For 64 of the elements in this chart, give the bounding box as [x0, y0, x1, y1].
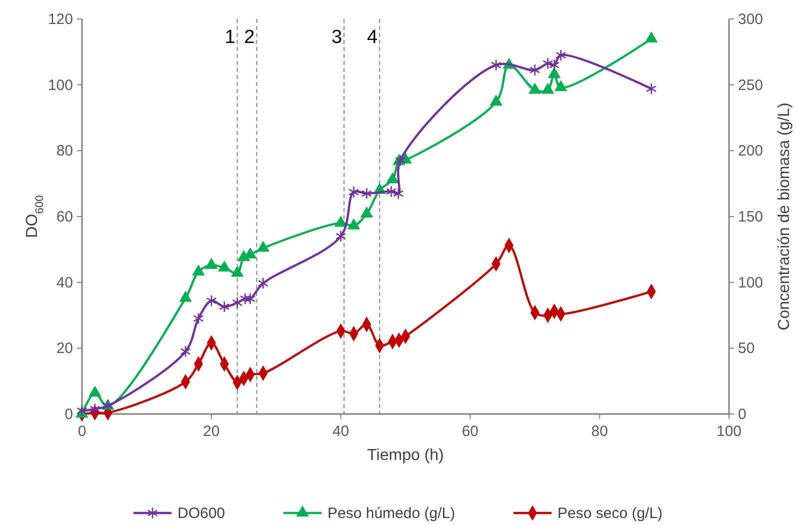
y-tick-label: 120 [48, 11, 73, 28]
x-tick-label: 80 [591, 423, 608, 440]
point [530, 64, 540, 76]
point [386, 172, 399, 184]
x-tick-label: 0 [78, 423, 86, 440]
point [334, 216, 348, 227]
y2-tick-label: 100 [738, 274, 764, 292]
point [541, 82, 554, 94]
point [244, 292, 256, 305]
point [218, 260, 231, 272]
point [240, 292, 250, 305]
y2-tick-label: 0 [738, 406, 746, 423]
point [645, 31, 658, 42]
point [219, 300, 230, 313]
x-tick-label: 20 [203, 423, 220, 440]
annotation: 4 [367, 27, 378, 48]
point [528, 82, 542, 94]
point [360, 206, 374, 218]
annotation: 3 [331, 27, 342, 48]
x-axis-title: Tiempo (h) [367, 447, 444, 464]
x-tick-label: 60 [462, 423, 479, 440]
y-tick-label: 80 [56, 142, 73, 160]
point [232, 296, 243, 309]
y2-tick-label: 50 [738, 340, 755, 358]
point [490, 59, 502, 72]
point [205, 258, 218, 269]
y-tick-label: 0 [64, 406, 73, 423]
y2-tick-label: 150 [738, 208, 764, 226]
x-tick-label: 100 [716, 423, 742, 440]
point [180, 345, 191, 358]
point [193, 312, 204, 325]
point [256, 240, 270, 252]
y-tick-label: 20 [56, 340, 73, 358]
y-tick-label: 100 [48, 76, 73, 94]
point [258, 277, 268, 290]
y2-tick-label: 200 [738, 142, 764, 160]
annotation: 1 [224, 27, 236, 48]
legend-label: DO600 [178, 505, 226, 522]
point [548, 66, 561, 78]
point [361, 187, 372, 200]
point [490, 94, 502, 106]
point [542, 57, 554, 70]
point [206, 294, 217, 307]
point [393, 187, 404, 200]
point [347, 218, 360, 230]
point [395, 154, 406, 167]
y-tick-label: 60 [56, 208, 73, 226]
y2-tick-label: 300 [738, 11, 764, 28]
point [336, 230, 346, 242]
point [386, 185, 397, 198]
point [554, 80, 568, 92]
y2-axis-title: Concentración de biomasa (g/L) [776, 102, 793, 330]
point [192, 264, 205, 276]
annotation: 2 [244, 27, 255, 48]
legend-label: Peso seco (g/L) [558, 505, 663, 522]
point [646, 82, 657, 95]
point [348, 186, 360, 198]
point [179, 290, 192, 302]
y2-tick-label: 250 [738, 76, 764, 94]
y-tick-label: 40 [56, 274, 73, 292]
point [90, 403, 100, 416]
x-tick-label: 40 [332, 423, 350, 440]
legend-label: Peso húmedo (g/L) [328, 505, 456, 522]
point [230, 266, 244, 277]
